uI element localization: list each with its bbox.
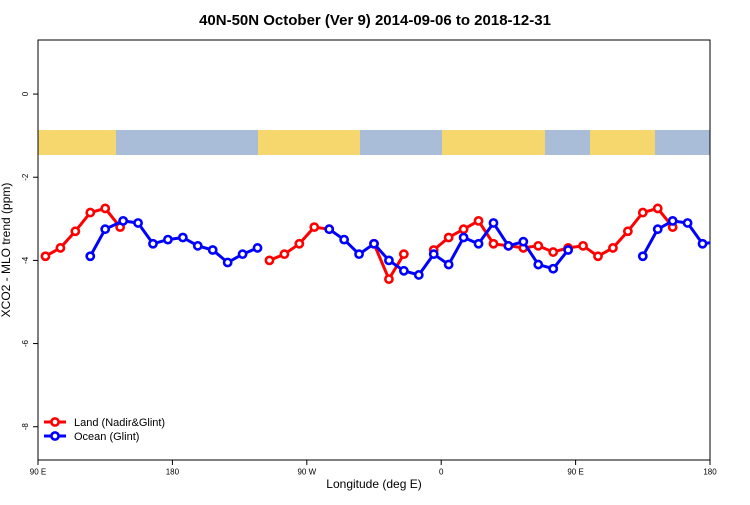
data-point (533, 240, 544, 251)
land-band-segment (38, 130, 116, 155)
land-ocean-band (38, 130, 710, 155)
series-0 (40, 203, 678, 285)
series-group (40, 203, 721, 285)
data-point (148, 238, 158, 249)
data-point (458, 232, 469, 243)
x-tick-label: 180 (703, 468, 717, 477)
data-point (133, 218, 143, 228)
data-point (548, 247, 559, 257)
data-point (503, 240, 514, 251)
series-1 (85, 215, 721, 280)
data-point (252, 243, 263, 253)
data-point (384, 274, 394, 285)
data-point (714, 238, 721, 245)
legend-marker (50, 417, 60, 427)
y-axis: 0 -2 -4 -6 -8 (21, 91, 38, 430)
data-point (369, 238, 379, 249)
data-point (118, 215, 129, 226)
data-point (622, 226, 633, 237)
data-point (309, 222, 320, 233)
chart-title: 40N-50N October (Ver 9) 2014-09-06 to 20… (199, 12, 551, 29)
data-point (237, 249, 248, 260)
data-point (413, 270, 424, 280)
data-point (192, 240, 203, 251)
data-point (488, 218, 499, 228)
legend: Land (Nadir&Glint) Ocean (Glint) (44, 417, 165, 443)
data-point (563, 245, 574, 255)
data-point (163, 234, 173, 245)
data-point (177, 232, 188, 243)
data-point (637, 207, 648, 218)
data-point (207, 245, 218, 255)
y-tick-label: -8 (21, 423, 30, 431)
data-point (279, 249, 290, 260)
data-point (339, 234, 350, 245)
data-point (458, 224, 469, 235)
plot-frame (37, 39, 711, 461)
data-point (533, 259, 544, 270)
data-point (100, 224, 111, 235)
land-band-segment (590, 130, 655, 155)
y-tick-label: 0 (21, 91, 30, 96)
x-tick-label: 180 (166, 468, 180, 477)
data-point (55, 243, 66, 253)
data-point (652, 203, 663, 214)
data-point (578, 240, 588, 251)
data-point (384, 255, 394, 266)
y-tick-label: -4 (21, 256, 30, 264)
data-point (473, 238, 484, 249)
series-layer (40, 203, 721, 285)
x-axis-label: Longitude (deg E) (326, 477, 421, 491)
data-point (294, 238, 305, 249)
x-tick-label: 0 (439, 468, 444, 477)
legend-marker (50, 431, 60, 441)
data-point (428, 249, 439, 260)
data-point (398, 265, 409, 276)
data-point (488, 238, 499, 249)
series-line (328, 220, 554, 277)
data-point (40, 251, 51, 262)
data-point (697, 238, 708, 249)
legend-label: Ocean (Glint) (74, 431, 139, 443)
data-point (70, 226, 81, 237)
data-point (85, 207, 96, 218)
data-point (443, 259, 454, 270)
y-tick-label: -2 (21, 173, 30, 181)
data-point (473, 215, 484, 226)
x-tick-label: 90 W (297, 468, 316, 477)
data-point (608, 243, 618, 253)
land-band-segment (442, 130, 545, 155)
data-point (518, 236, 529, 247)
y-tick-label: -6 (21, 339, 30, 347)
data-point (682, 218, 693, 228)
data-point (652, 224, 663, 235)
data-point (85, 251, 96, 262)
data-point (354, 249, 364, 260)
y-axis-label: XCO2 - MLO trend (ppm) (0, 183, 13, 318)
legend-label: Land (Nadir&Glint) (74, 417, 165, 429)
data-point (264, 255, 275, 266)
data-point (100, 203, 111, 214)
data-point (548, 263, 559, 274)
data-point (593, 251, 603, 262)
data-point (222, 257, 233, 268)
data-point (324, 224, 335, 235)
x-tick-label: 90 E (30, 468, 46, 477)
data-point (667, 215, 678, 226)
land-band-segment (258, 130, 360, 155)
data-point (443, 232, 454, 243)
data-point (398, 249, 409, 260)
x-tick-label: 90 E (567, 468, 583, 477)
x-axis: 90 E 180 90 W 0 90 E 180 (30, 460, 717, 477)
data-point (637, 251, 648, 262)
